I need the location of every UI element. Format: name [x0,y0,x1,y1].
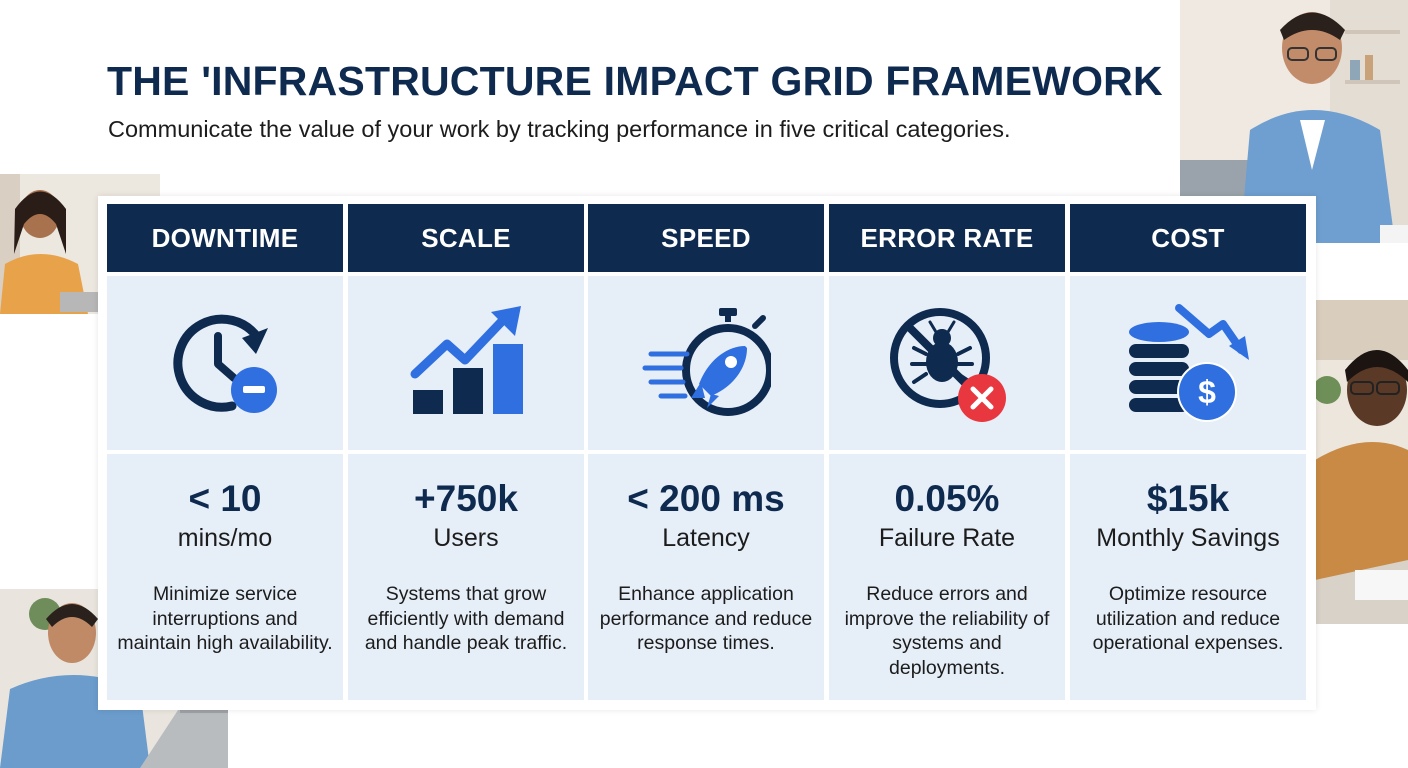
metric-value: +750k [414,478,518,519]
metric-unit: Users [433,524,499,552]
category-header: DOWNTIME [107,204,343,272]
metric-value: 0.05% [894,478,1000,519]
metric-unit: Failure Rate [878,524,1016,552]
page-title: THE 'INFRASTRUCTURE IMPACT GRID FRAMEWOR… [107,58,1163,104]
coins-savings-icon: $ [1129,304,1249,422]
no-bug-icon [890,308,1006,422]
category-stat-cell: +750k Users Systems that grow efficientl… [348,454,584,700]
category-header: SCALE [348,204,584,272]
clock-minus-icon [173,314,277,413]
metric-description: Optimize resource utilization and reduce… [1092,583,1284,654]
page-subtitle: Communicate the value of your work by tr… [108,116,1011,142]
category-cost: COST $ $15k Monthly Savings Optimize res… [1070,204,1306,700]
category-speed: SPEED < 200 ms Latency Enhance applicati… [588,204,824,700]
photo-man-with-glasses [1315,300,1408,624]
category-icon-cell [829,276,1065,450]
metric-description: Reduce errors and improve the reliabilit… [844,583,1050,679]
metric-value: < 10 [188,478,262,519]
category-icon-cell [588,276,824,450]
category-scale: SCALE +750k Users Systems that grow effi… [348,204,584,700]
rocket-stopwatch-icon [642,308,771,416]
category-header: SPEED [588,204,824,272]
metric-description: Enhance application performance and redu… [599,583,813,654]
category-header: ERROR RATE [829,204,1065,272]
growth-chart-icon [410,306,523,414]
metric-unit: Monthly Savings [1096,524,1280,552]
metric-description: Systems that grow efficiently with deman… [364,583,568,654]
category-stat-cell: $15k Monthly Savings Optimize resource u… [1070,454,1306,700]
category-stat-cell: 0.05% Failure Rate Reduce errors and imp… [829,454,1065,700]
metric-unit: mins/mo [177,524,273,552]
metric-unit: Latency [662,524,750,552]
impact-grid: DOWNTIME < 10 mins/mo Minimize service i… [98,196,1316,710]
category-error-rate: ERROR RATE 0.05% Failure Rate Reduce err… [829,204,1065,700]
category-header: COST [1070,204,1306,272]
category-downtime: DOWNTIME < 10 mins/mo Minimize service i… [107,204,343,700]
category-icon-cell [107,276,343,450]
metric-description: Minimize service interruptions and maint… [117,583,333,654]
category-icon-cell [348,276,584,450]
svg-text:$: $ [1198,374,1216,410]
category-stat-cell: < 200 ms Latency Enhance application per… [588,454,824,700]
category-icon-cell: $ [1070,276,1306,450]
metric-value: < 200 ms [627,478,785,519]
metric-value: $15k [1146,478,1230,519]
category-stat-cell: < 10 mins/mo Minimize service interrupti… [107,454,343,700]
